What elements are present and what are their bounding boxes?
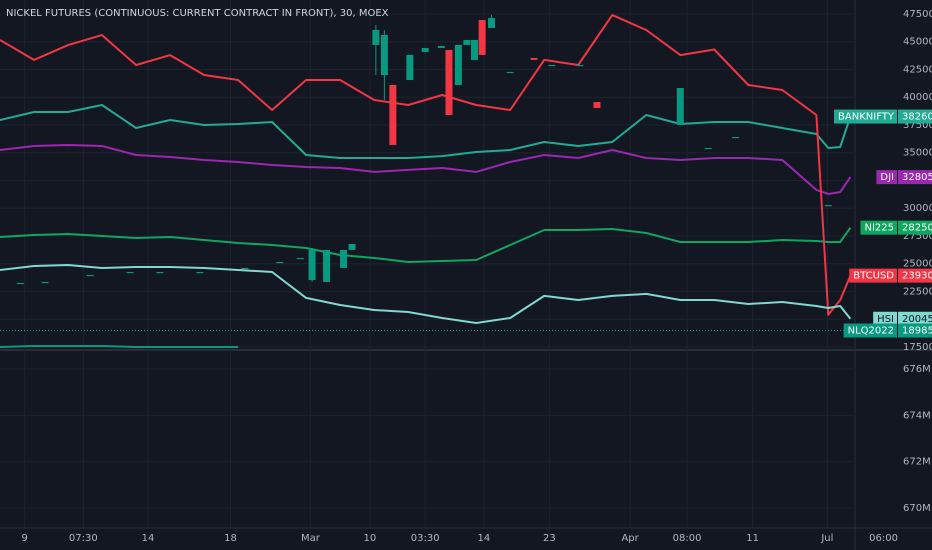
series-line xyxy=(0,345,239,348)
badge xyxy=(898,170,932,185)
x-tick-label: 10 xyxy=(364,533,377,544)
candle-body xyxy=(454,44,462,86)
candle-body xyxy=(126,271,134,274)
badge xyxy=(834,109,897,124)
series-name-badge: NLQ2022 xyxy=(848,326,894,337)
series-line xyxy=(0,264,852,324)
x-tick-label: Apr xyxy=(621,533,639,544)
y-tick-label: 22500 xyxy=(903,287,932,298)
y-tick-label: 672M xyxy=(903,457,931,468)
price-badge: 38260 xyxy=(902,112,932,123)
y-tick-label: 35000 xyxy=(903,148,932,159)
y-tick-label: 40000 xyxy=(903,92,932,103)
plot xyxy=(0,14,855,348)
x-tick-label: 08:00 xyxy=(673,533,702,544)
x-tick-label: 18 xyxy=(224,533,237,544)
x-tick-label: 06:00 xyxy=(869,533,898,544)
candle-body xyxy=(196,271,204,274)
series-name-badge: HSI xyxy=(877,314,894,325)
series-name-badge: NI225 xyxy=(864,223,894,234)
y-tick-label: 670M xyxy=(903,503,931,514)
x-tick-label: Jul xyxy=(820,533,833,544)
candle-body xyxy=(276,261,284,264)
candle-body xyxy=(576,64,584,67)
series-name-badge: DJI xyxy=(880,172,894,183)
y-tick-label: 45000 xyxy=(903,37,932,48)
x-tick-label: 14 xyxy=(477,533,490,544)
candle-body xyxy=(421,47,429,52)
x-tick-label: 23 xyxy=(543,533,556,544)
badge xyxy=(849,268,897,283)
candle-body xyxy=(86,274,94,277)
x-tick-label: 9 xyxy=(21,533,27,544)
badge xyxy=(898,109,932,124)
candle-body xyxy=(478,19,486,55)
badge xyxy=(876,170,897,185)
y-tick-label: 17500 xyxy=(903,342,932,353)
candle-body xyxy=(308,249,316,280)
badge xyxy=(873,311,897,326)
price-badge: 23930 xyxy=(902,271,932,282)
candle-body xyxy=(593,102,601,109)
badge xyxy=(898,311,932,326)
y-tick-label: 30000 xyxy=(903,203,932,214)
candle-body xyxy=(488,17,496,28)
series-line xyxy=(0,14,852,316)
y-tick-label: 27500 xyxy=(903,231,932,242)
y-tick-label: 674M xyxy=(903,410,931,421)
candle-body xyxy=(241,267,249,270)
candle-body xyxy=(824,205,832,207)
badge xyxy=(898,323,932,338)
candle-body xyxy=(406,54,414,81)
candle-body xyxy=(323,249,331,282)
candle-body xyxy=(463,39,471,45)
candle-body xyxy=(548,64,556,67)
badge xyxy=(860,220,897,235)
y-tick-label: 25000 xyxy=(903,259,932,270)
x-tick-label: 07:30 xyxy=(69,533,98,544)
series-line xyxy=(0,104,852,159)
chart-title: NICKEL FUTURES (CONTINUOUS: CURRENT CONT… xyxy=(6,8,389,19)
candle-body xyxy=(704,147,712,150)
labels: 1750020000225002500027500300003250035000… xyxy=(21,9,932,544)
series-name-badge: BANKNIFTY xyxy=(838,112,895,123)
candle-body xyxy=(41,281,49,284)
x-tick-label: 14 xyxy=(142,533,155,544)
candle-body xyxy=(340,249,348,268)
candle-body xyxy=(530,57,538,60)
x-tick-label: Mar xyxy=(301,533,321,544)
y-tick-label: 42500 xyxy=(903,64,932,75)
price-badge: 32805 xyxy=(902,172,932,183)
candle-body xyxy=(676,88,684,125)
y-tick-label: 37500 xyxy=(903,120,932,131)
badge xyxy=(843,323,897,338)
candle-body xyxy=(506,71,514,74)
y-tick-label: 47500 xyxy=(903,9,932,20)
candle-body xyxy=(16,282,24,285)
x-tick-label: 03:30 xyxy=(411,533,440,544)
price-badge: 18985 xyxy=(902,326,932,337)
candle-body xyxy=(372,29,380,45)
y-tick-label: 676M xyxy=(903,364,931,375)
candle-body xyxy=(471,39,479,60)
series-line xyxy=(0,227,852,263)
price-badge: 28250 xyxy=(902,223,932,234)
candle-body xyxy=(156,271,164,274)
x-tick-label: 11 xyxy=(746,533,759,544)
candle-body xyxy=(380,34,388,76)
candle-body xyxy=(389,85,397,145)
series-line xyxy=(0,144,852,195)
candle-body xyxy=(437,45,445,48)
price-badge: 20045 xyxy=(902,314,932,325)
candle-body xyxy=(732,136,740,139)
series-name-badge: BTCUSD xyxy=(853,271,894,282)
badge xyxy=(898,220,932,235)
candle-body xyxy=(348,243,356,250)
candle-body xyxy=(296,257,304,260)
badge xyxy=(898,268,932,283)
candle-body xyxy=(445,49,453,116)
